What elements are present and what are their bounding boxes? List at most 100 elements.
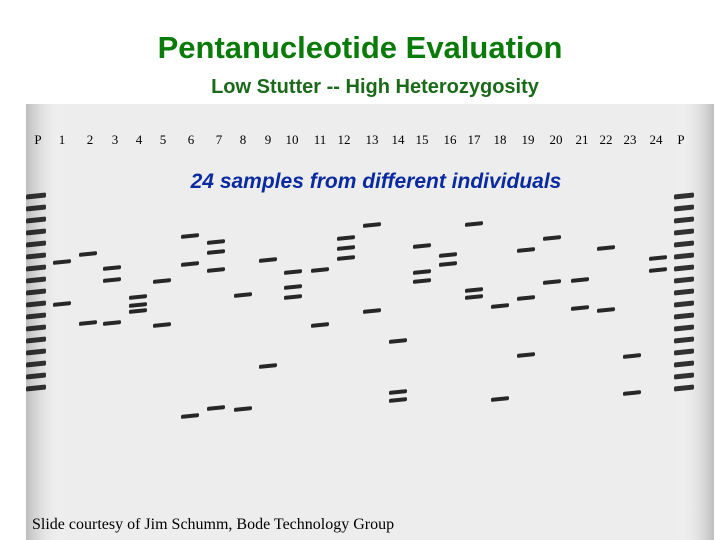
gel-band: [259, 363, 277, 369]
gel-band: [26, 264, 46, 272]
gel-band: [26, 348, 46, 356]
gel-band: [465, 294, 483, 300]
gel-band: [207, 249, 225, 255]
gel-band: [491, 396, 509, 402]
lane-label: 17: [467, 132, 481, 147]
gel-band: [543, 235, 561, 241]
lane-label: 6: [187, 132, 195, 147]
gel-band: [26, 192, 46, 200]
gel-band: [26, 384, 46, 392]
gel-band: [363, 308, 381, 314]
gel-band: [674, 276, 694, 284]
gel-band: [674, 252, 694, 260]
gel-band: [26, 252, 46, 260]
gel-band: [413, 243, 431, 249]
lane-label: 21: [575, 132, 589, 147]
gel-band: [26, 336, 46, 344]
lane-label: 24: [649, 132, 663, 147]
gel-band: [26, 312, 46, 320]
gel-band: [26, 288, 46, 296]
gel-band: [129, 302, 147, 308]
gel-band: [181, 261, 199, 267]
gel-band: [311, 322, 329, 328]
gel-band: [53, 259, 71, 265]
gel-band: [674, 288, 694, 296]
lane-label: 14: [391, 132, 405, 147]
gel-band: [543, 279, 561, 285]
gel-band: [181, 233, 199, 239]
caption: 24 samples from different individuals: [190, 170, 562, 193]
gel-band: [674, 348, 694, 356]
gel-band: [649, 267, 667, 273]
lane-label: 13: [365, 132, 379, 147]
gel-band: [623, 390, 641, 396]
gel-band: [284, 284, 302, 290]
gel-band: [26, 324, 46, 332]
gel-band: [597, 245, 615, 251]
gel-band: [284, 269, 302, 275]
gel-band: [103, 265, 121, 271]
lane-label: 20: [549, 132, 563, 147]
gel-band: [153, 322, 171, 328]
gel-image: [26, 104, 714, 540]
slide-credit: Slide courtesy of Jim Schumm, Bode Techn…: [32, 516, 395, 533]
slide-subtitle: Low Stutter -- High Heterozygosity: [211, 76, 539, 98]
gel-band: [413, 269, 431, 275]
gel-band: [26, 204, 46, 212]
gel-band: [129, 308, 147, 314]
gel-band: [129, 294, 147, 300]
gel-band: [517, 352, 535, 358]
gel-band: [234, 406, 252, 412]
lane-label-row: P 1 2 3 4 5 6 7 8 9 10 11 12 13 14 15 16 17 18 19 20 21 22 23 24…: [0, 132, 720, 152]
lane-label: 2: [86, 132, 94, 147]
gel-band: [674, 216, 694, 224]
gel-band: [284, 294, 302, 300]
lane-label: 5: [159, 132, 167, 147]
gel-band: [79, 251, 97, 257]
gel-band: [465, 221, 483, 227]
gel-band: [389, 397, 407, 403]
lane-label: 8: [239, 132, 247, 147]
gel-band: [26, 216, 46, 224]
lane-label: 10: [285, 132, 299, 147]
lane-label: 1: [58, 132, 66, 147]
gel-band: [674, 372, 694, 380]
gel-band: [674, 324, 694, 332]
gel-band: [26, 300, 46, 308]
gel-band: [491, 303, 509, 309]
gel-band: [674, 264, 694, 272]
gel-band: [79, 320, 97, 326]
lane-label: 3: [111, 132, 119, 147]
gel-band: [26, 360, 46, 368]
gel-band: [26, 240, 46, 248]
gel-band: [259, 257, 277, 263]
gel-band: [517, 247, 535, 253]
gel-band: [207, 267, 225, 273]
lane-label: 12: [337, 132, 351, 147]
gel-band: [207, 239, 225, 245]
gel-band: [571, 277, 589, 283]
lane-label: 11: [313, 132, 327, 147]
gel-band: [234, 292, 252, 298]
gel-band: [674, 228, 694, 236]
lane-label: 4: [135, 132, 143, 147]
lane-label: 9: [264, 132, 272, 147]
lane-label: 19: [521, 132, 535, 147]
slide-title: Pentanucleotide Evaluation: [157, 30, 563, 65]
lane-label: P: [34, 132, 42, 147]
gel-band: [181, 413, 199, 419]
lane-label: 15: [415, 132, 429, 147]
lane-label: 16: [443, 132, 457, 147]
gel-band: [674, 336, 694, 344]
gel-band: [311, 267, 329, 273]
gel-band: [153, 278, 171, 284]
gel-band: [337, 245, 355, 251]
lane-label: 7: [215, 132, 223, 147]
gel-band: [674, 240, 694, 248]
gel-band: [465, 287, 483, 293]
gel-band: [26, 228, 46, 236]
gel-band: [389, 338, 407, 344]
gel-band: [413, 278, 431, 284]
gel-band: [439, 252, 457, 258]
gel-band: [389, 389, 407, 395]
